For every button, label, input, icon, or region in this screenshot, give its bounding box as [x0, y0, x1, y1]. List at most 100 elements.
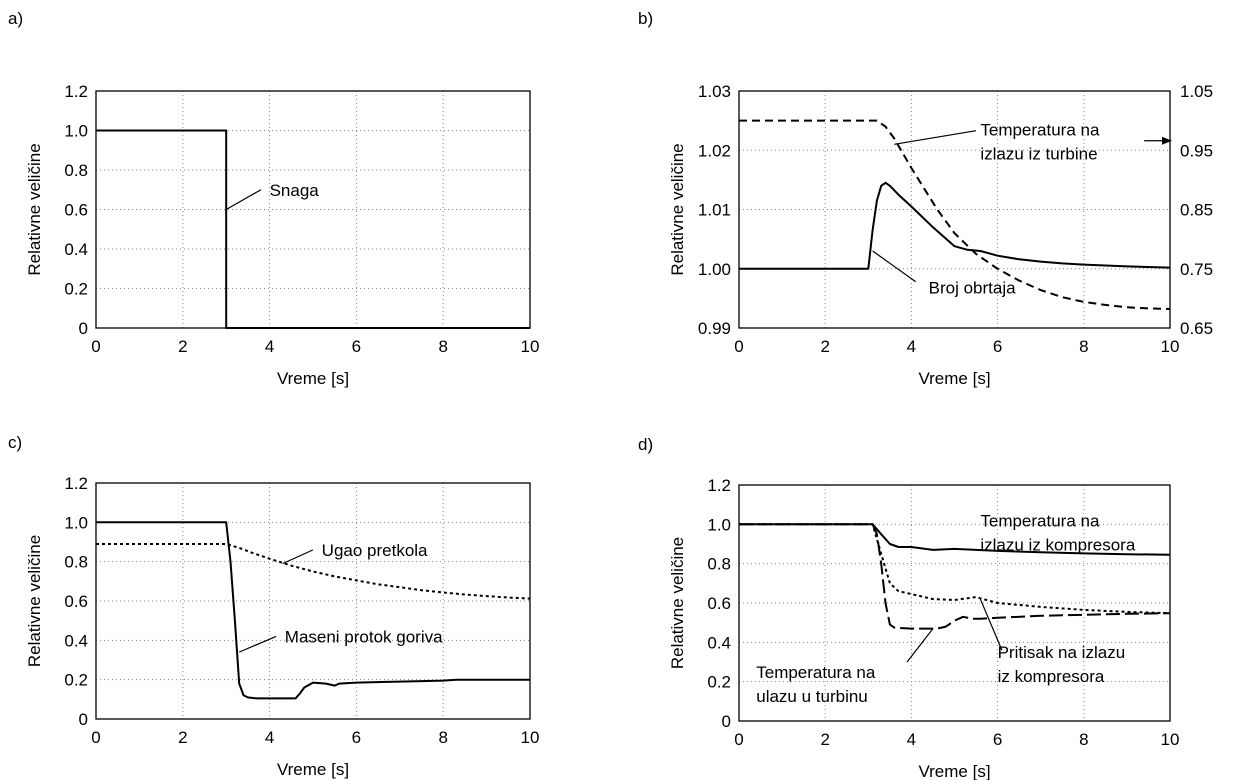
- x-tick-label: 0: [734, 730, 743, 749]
- annotation-label: Broj obrtaja: [929, 279, 1016, 298]
- y-tick-label: 1.03: [698, 82, 731, 101]
- annotation-label: Snaga: [270, 181, 320, 200]
- annotation-label: Temperatura na: [756, 663, 876, 682]
- series-line: [739, 181, 1171, 270]
- x-tick-label: 2: [820, 337, 829, 356]
- y-tick-label: 0.8: [64, 161, 88, 180]
- x-tick-label: 6: [993, 730, 1002, 749]
- panel-label: d): [638, 435, 653, 454]
- x-tick-label: 0: [91, 337, 100, 356]
- y2-tick-label: 1.05: [1180, 82, 1213, 101]
- plot-frame: [738, 90, 1171, 329]
- panel-label: b): [638, 9, 653, 28]
- annotation-leader-line: [282, 549, 314, 565]
- annotation-leader-line: [894, 130, 977, 145]
- x-tick-label: 8: [438, 337, 447, 356]
- y-tick-label: 1.2: [707, 476, 731, 495]
- annotation-leader-line: [979, 598, 1003, 651]
- x-tick-label: 2: [178, 728, 187, 747]
- y-tick-label: 0.6: [64, 201, 88, 220]
- x-tick-label: 10: [521, 728, 540, 747]
- chart-panel-b: b) 0 2 4 6 8 10 0.99 1.00 1.01 1.02 1.03 0.65 0.75 0.8…: [638, 9, 1213, 388]
- y-tick-label: 0: [722, 712, 731, 731]
- y-tick-label: 1.2: [64, 474, 88, 493]
- y-axis-label: Relativne veličine: [25, 143, 44, 275]
- annotation-label: izlazu iz kompresora: [980, 535, 1135, 554]
- y-tick-label: 1.01: [698, 201, 731, 220]
- y-axis-label: Relativne veličine: [25, 535, 44, 667]
- panel-label: a): [8, 9, 23, 28]
- y-axis-label: Relativne veličine: [668, 537, 687, 669]
- plot-frame: [738, 484, 1171, 722]
- x-axis-label: Vreme [s]: [277, 369, 349, 388]
- series-line: [739, 119, 1171, 310]
- x-tick-label: 0: [91, 728, 100, 747]
- y-tick-label: 1.0: [707, 515, 731, 534]
- y-tick-label: 0.6: [707, 594, 731, 613]
- series-line: [96, 521, 530, 700]
- x-tick-label: 4: [907, 337, 916, 356]
- annotation-leader-line: [872, 250, 917, 283]
- annotation-label: izlazu iz turbine: [980, 145, 1097, 164]
- y-tick-label: 1.0: [64, 122, 88, 141]
- y-tick-label: 0.8: [64, 553, 88, 572]
- annotation-label: iz kompresora: [998, 667, 1105, 686]
- x-tick-label: 2: [820, 730, 829, 749]
- panel-label: c): [8, 433, 22, 452]
- y-tick-label: 1.00: [698, 260, 731, 279]
- annotation-label: Ugao pretkola: [322, 541, 428, 560]
- y-tick-label: 0.2: [707, 673, 731, 692]
- annotation-label: Temperatura na: [980, 121, 1100, 140]
- x-tick-label: 8: [1079, 337, 1088, 356]
- y-tick-label: 0.2: [64, 671, 88, 690]
- x-tick-label: 6: [352, 337, 361, 356]
- annotation-label: Pritisak na izlazu: [998, 643, 1126, 662]
- series-line: [739, 523, 1171, 630]
- axis-arrow-head: [1162, 136, 1172, 145]
- y-tick-label: 1.02: [698, 141, 731, 160]
- y-axis-label: Relativne veličine: [668, 143, 687, 275]
- y2-tick-label: 0.95: [1180, 141, 1213, 160]
- plot-frame: [95, 482, 531, 720]
- x-axis-label: Vreme [s]: [918, 762, 990, 780]
- annotation-label: Maseni protok goriva: [285, 627, 443, 646]
- y-tick-label: 0.8: [707, 555, 731, 574]
- chart-panel-a: a) 0 2 4 6 8 10 0 0.2 0.4 0.6 0.8 1.0 1.2 Vreme [s] Rel…: [8, 9, 539, 388]
- y-tick-label: 0.99: [698, 319, 731, 338]
- x-tick-label: 4: [265, 728, 274, 747]
- y-tick-label: 0.4: [707, 633, 731, 652]
- annotation-leader-line: [238, 635, 277, 653]
- x-tick-label: 6: [993, 337, 1002, 356]
- chart-panel-d: d) 0 2 4 6 8 10 0 0.2 0.4 0.6 0.8 1.0 1.2 Vreme [s] Rel…: [638, 435, 1179, 780]
- x-axis-label: Vreme [s]: [277, 760, 349, 779]
- y-tick-label: 0.6: [64, 592, 88, 611]
- annotation-leader-line: [225, 189, 262, 211]
- x-tick-label: 4: [907, 730, 916, 749]
- annotation-leader-line: [906, 628, 934, 663]
- x-tick-label: 10: [521, 337, 540, 356]
- series-line: [96, 129, 530, 329]
- y-tick-label: 0: [79, 710, 88, 729]
- x-axis-label: Vreme [s]: [918, 369, 990, 388]
- x-tick-label: 8: [1079, 730, 1088, 749]
- y-tick-label: 1.0: [64, 513, 88, 532]
- x-tick-label: 2: [178, 337, 187, 356]
- x-tick-label: 10: [1161, 337, 1180, 356]
- y2-tick-label: 0.75: [1180, 260, 1213, 279]
- x-tick-label: 8: [438, 728, 447, 747]
- y2-tick-label: 0.85: [1180, 201, 1213, 220]
- plot-frame: [95, 90, 531, 329]
- x-tick-label: 0: [734, 337, 743, 356]
- x-tick-label: 6: [352, 728, 361, 747]
- series-line: [739, 523, 1171, 556]
- y2-tick-label: 0.65: [1180, 319, 1213, 338]
- y-tick-label: 0.2: [64, 280, 88, 299]
- x-tick-label: 10: [1161, 730, 1180, 749]
- chart-panel-c: c) 0 2 4 6 8 10 0 0.2 0.4 0.6 0.8 1.0 1.2 Vreme [s] Rel…: [8, 433, 539, 779]
- series-line: [96, 543, 531, 600]
- annotation-label: Temperatura na: [980, 511, 1100, 530]
- series-line: [739, 523, 1171, 615]
- y-tick-label: 0.4: [64, 240, 88, 259]
- y-tick-label: 0: [79, 319, 88, 338]
